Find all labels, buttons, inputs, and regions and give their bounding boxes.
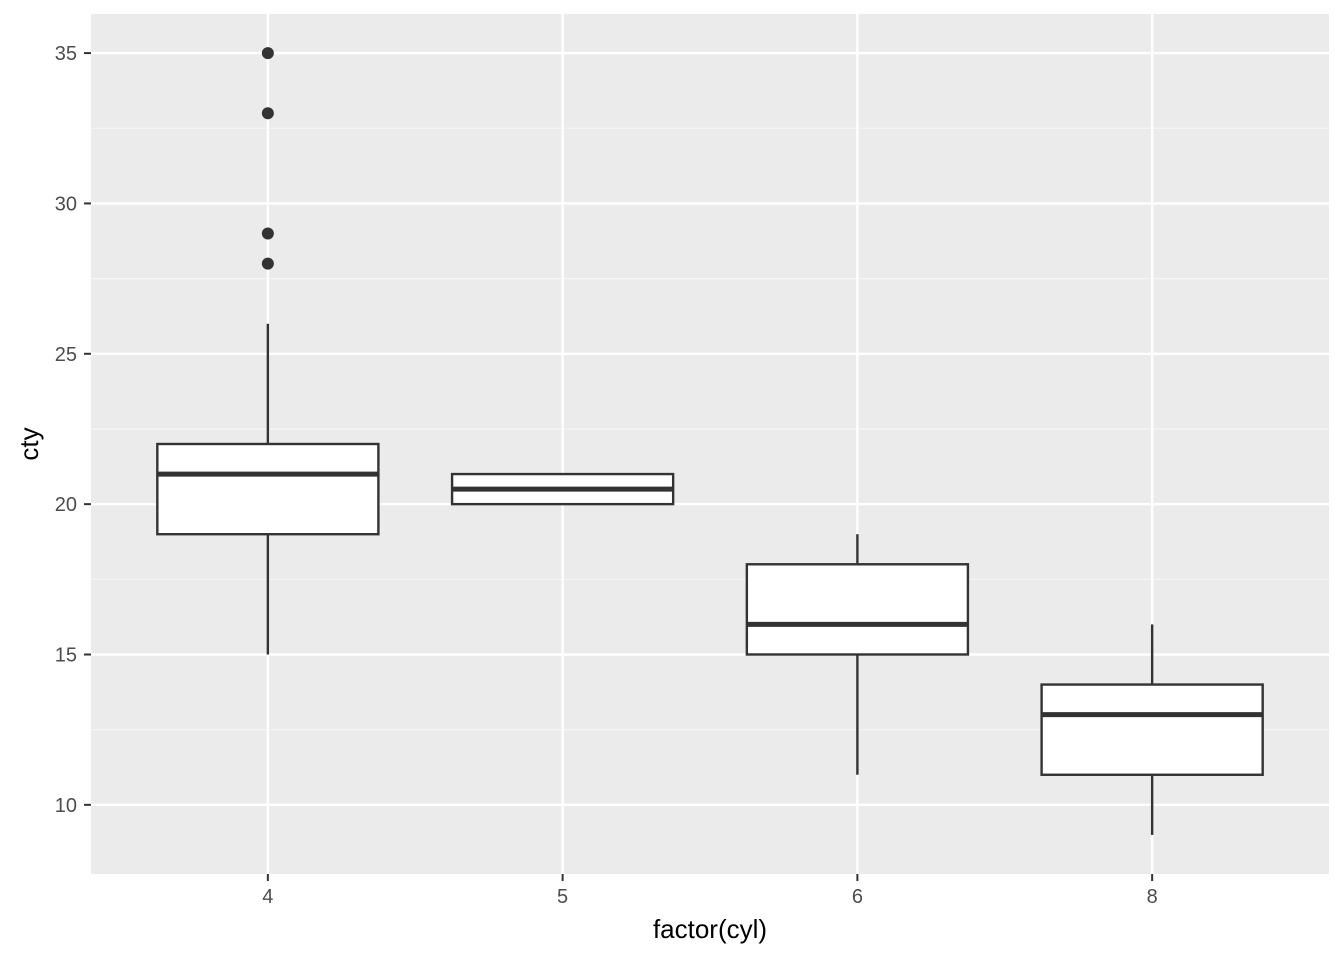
x-tick-label: 8 (1147, 886, 1158, 908)
outlier-point (261, 257, 274, 270)
y-tick-label: 20 (55, 494, 77, 516)
box-group-5 (450, 472, 675, 506)
y-tick-label: 35 (55, 43, 77, 65)
box-iqr (745, 563, 970, 656)
x-axis-title: factor(cyl) (653, 914, 767, 944)
outlier-point (261, 107, 274, 120)
box-iqr (1040, 683, 1264, 776)
x-tick-label: 6 (852, 886, 863, 908)
y-tick-label: 25 (55, 344, 77, 366)
box-group-4 (156, 47, 380, 655)
x-axis: 4 5 6 8 (262, 874, 1158, 908)
y-tick-label: 15 (55, 644, 77, 666)
x-tick-label: 4 (262, 886, 273, 908)
y-axis: 10 15 20 25 30 35 (55, 43, 91, 817)
box-group-6 (745, 534, 970, 775)
box-group-8 (1040, 624, 1264, 835)
y-tick-label: 30 (55, 193, 77, 215)
boxes-layer (156, 47, 1264, 835)
box-iqr (156, 442, 380, 536)
x-tick-label: 5 (557, 886, 568, 908)
y-axis-title: cty (14, 427, 44, 460)
outlier-point (261, 227, 274, 240)
outlier-point (261, 47, 274, 60)
y-tick-label: 10 (55, 795, 77, 817)
